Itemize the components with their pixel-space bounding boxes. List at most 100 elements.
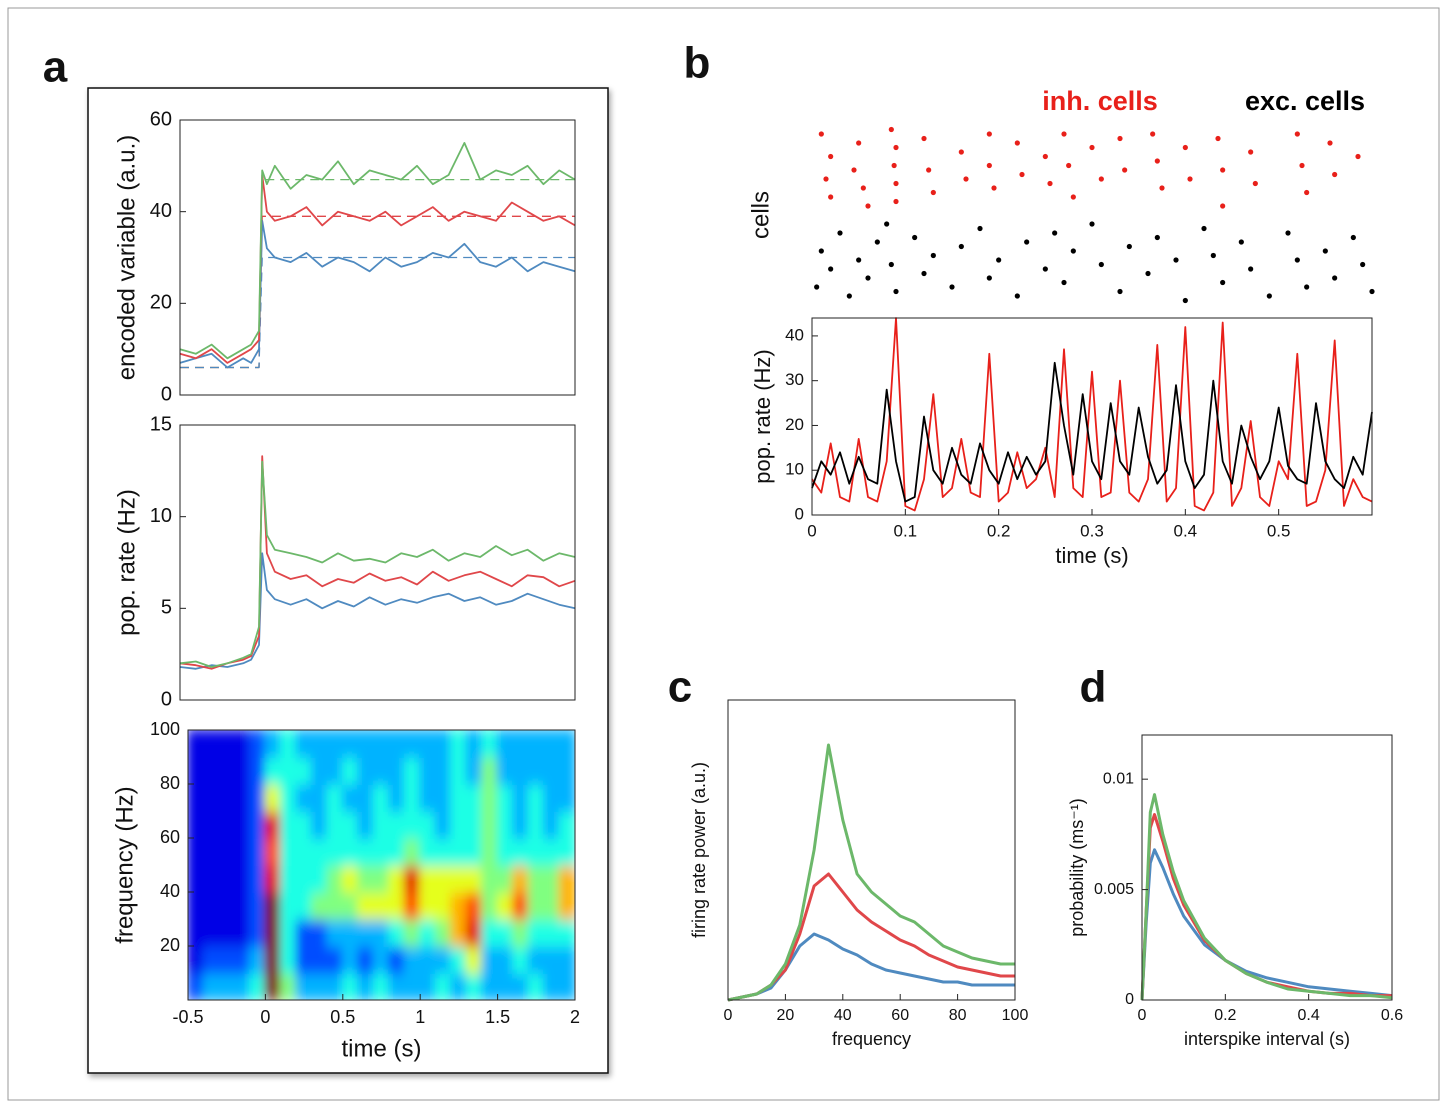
heatmap-cell <box>388 918 406 947</box>
heatmap-cell <box>388 972 406 1000</box>
heatmap-cell <box>310 945 329 974</box>
heatmap-cell <box>512 945 530 974</box>
heatmap-cell <box>450 756 468 785</box>
raster-spike <box>1070 248 1076 254</box>
heatmap-cell <box>372 810 391 839</box>
heatmap-cell <box>419 756 437 785</box>
heatmap-cell <box>403 972 422 1000</box>
heatmap-cell <box>419 730 437 758</box>
heatmap-cell <box>341 730 360 758</box>
heatmap-cell <box>248 945 267 974</box>
heatmap-cell <box>341 810 360 839</box>
y-tick-label: 40 <box>150 200 172 222</box>
plot-frame <box>179 424 576 701</box>
x-tick-label: 0 <box>807 521 816 540</box>
heatmap-cell <box>233 837 251 866</box>
heatmap-cell <box>357 730 375 758</box>
y-tick-label: 60 <box>160 827 180 847</box>
raster-spike <box>865 275 871 281</box>
data-line <box>1140 793 1393 1001</box>
heatmap-cell <box>512 756 530 785</box>
heatmap-cell <box>326 945 344 974</box>
raster-spike <box>1248 266 1254 272</box>
x-tick-label: -0.5 <box>172 1007 203 1027</box>
heatmap-cell <box>295 891 313 920</box>
heatmap-cell <box>357 891 375 920</box>
heatmap-cell <box>188 756 205 785</box>
heatmap-cell <box>202 810 220 839</box>
heatmap-cell <box>233 783 251 812</box>
raster-spike <box>891 162 897 169</box>
raster-spike <box>1042 153 1048 160</box>
raster-spike <box>1248 149 1254 155</box>
raster-spike <box>814 284 820 290</box>
x-tick-label: 0 <box>260 1007 270 1027</box>
heatmap-cell <box>403 783 422 812</box>
heatmap-cell <box>512 837 530 866</box>
raster-spike <box>1066 162 1072 169</box>
raster-spike <box>1355 153 1361 160</box>
heatmap-cell <box>217 945 236 974</box>
x-tick-label: 60 <box>891 1007 909 1024</box>
heatmap-cell <box>341 837 360 866</box>
raster-spike <box>921 135 927 142</box>
raster-spike <box>1220 203 1226 209</box>
heatmap-cell <box>419 810 437 839</box>
heatmap-cell <box>512 864 530 893</box>
heatmap-cell <box>419 783 437 812</box>
heatmap-cell <box>233 918 251 947</box>
heatmap-cell <box>341 783 360 812</box>
raster-spike <box>818 131 824 137</box>
heatmap-cell <box>388 837 406 866</box>
heatmap-cell <box>465 837 484 866</box>
y-axis-label: encoded variable (a.u.) <box>113 135 140 380</box>
heatmap-cell <box>202 918 220 947</box>
heatmap-cell <box>188 810 205 839</box>
heatmap-cell <box>357 756 375 785</box>
heatmap-cell <box>264 945 282 974</box>
heatmap-cell <box>465 972 484 1000</box>
heatmap-cell <box>496 837 515 866</box>
heatmap-cell <box>248 918 267 947</box>
heatmap-cell <box>202 891 220 920</box>
data-line <box>179 455 576 670</box>
heatmap-cell <box>434 810 453 839</box>
heatmap-cell <box>512 918 530 947</box>
plot-frame <box>179 119 576 396</box>
y-tick-label: 80 <box>160 773 180 793</box>
heatmap-cell <box>188 945 205 974</box>
x-tick-label: 1.5 <box>485 1007 510 1027</box>
heatmap-cell <box>450 945 468 974</box>
raster-spike <box>1173 257 1179 263</box>
raster-spike <box>991 185 997 191</box>
heatmap-cell <box>217 864 236 893</box>
heatmap-cell <box>434 837 453 866</box>
x-tick-label: 0.2 <box>987 521 1011 540</box>
heatmap-cell <box>465 864 484 893</box>
reference-line <box>180 256 575 369</box>
raster-spike <box>1220 167 1226 173</box>
heatmap-cell <box>527 810 546 839</box>
raster-spike <box>846 293 852 299</box>
heatmap-cell <box>465 783 484 812</box>
heatmap-cell <box>264 972 282 1000</box>
heatmap-cell <box>217 810 236 839</box>
heatmap-cell <box>295 864 313 893</box>
raster-spike <box>1299 162 1305 169</box>
y-axis-label: frequency (Hz) <box>111 786 138 943</box>
raster-spike <box>986 162 992 169</box>
x-tick-label: 0.5 <box>330 1007 355 1027</box>
heatmap-cell <box>496 918 515 947</box>
x-axis-label: time (s) <box>1055 543 1128 568</box>
heatmap-cell <box>512 810 530 839</box>
heatmap-cell <box>188 730 205 758</box>
heatmap-cell <box>233 756 251 785</box>
heatmap-cell <box>527 783 546 812</box>
raster-spike <box>1089 221 1095 227</box>
raster-spike <box>893 288 899 295</box>
heatmap-cell <box>450 864 468 893</box>
x-axis-label: time (s) <box>342 1035 422 1062</box>
heatmap-cell <box>326 918 344 947</box>
raster-spike <box>1098 176 1104 182</box>
data-line <box>179 552 576 670</box>
